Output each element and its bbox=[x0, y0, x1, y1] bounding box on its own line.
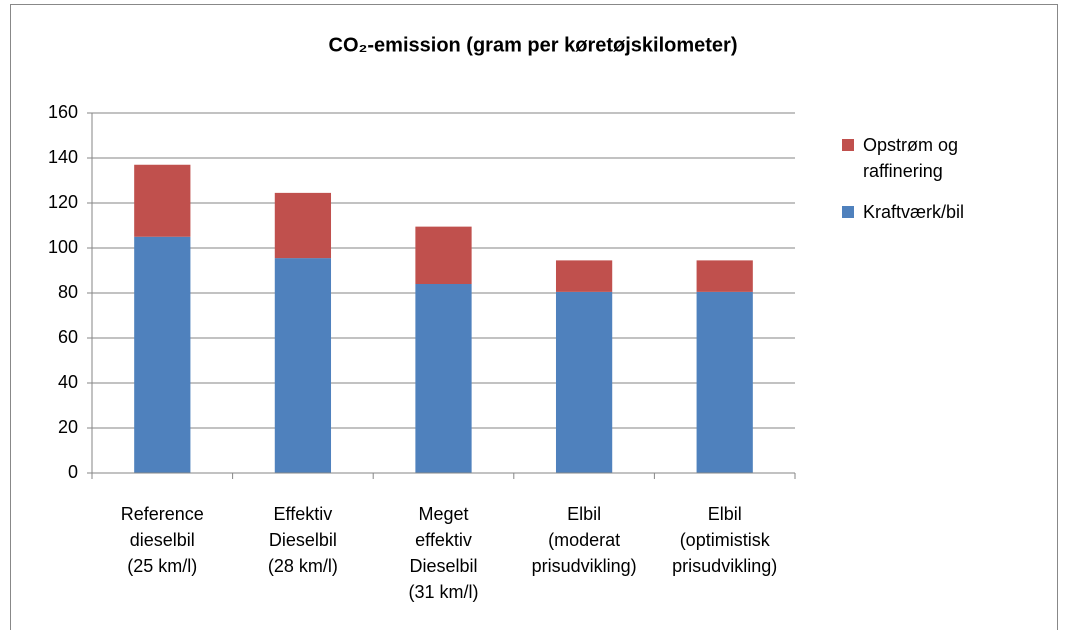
legend-label: Kraftværk/bil bbox=[863, 202, 964, 222]
x-tick-label: dieselbil bbox=[130, 530, 195, 550]
bar-segment bbox=[275, 258, 331, 473]
bar-segment bbox=[134, 237, 190, 473]
legend-swatch bbox=[842, 139, 854, 151]
x-tick-label: (25 km/l) bbox=[127, 556, 197, 576]
x-tick-label: (28 km/l) bbox=[268, 556, 338, 576]
legend-item: Kraftværk/bil bbox=[842, 199, 1012, 225]
x-tick-label: Dieselbil bbox=[269, 530, 337, 550]
x-tick-label: (optimistisk bbox=[680, 530, 771, 550]
y-tick-label: 160 bbox=[48, 102, 78, 122]
x-tick-label: prisudvikling) bbox=[672, 556, 777, 576]
y-tick-label: 60 bbox=[58, 327, 78, 347]
x-tick-label: Meget bbox=[418, 504, 468, 524]
x-tick-label: (31 km/l) bbox=[408, 582, 478, 602]
y-tick-label: 20 bbox=[58, 417, 78, 437]
bar-segment bbox=[134, 165, 190, 237]
y-tick-label: 120 bbox=[48, 192, 78, 212]
legend-swatch bbox=[842, 206, 854, 218]
x-tick-label: effektiv bbox=[415, 530, 472, 550]
y-tick-label: 40 bbox=[58, 372, 78, 392]
legend: Opstrøm og raffinering Kraftværk/bil bbox=[842, 132, 1012, 240]
y-tick-label: 100 bbox=[48, 237, 78, 257]
x-tick-label: (moderat bbox=[548, 530, 620, 550]
legend-label: Opstrøm og raffinering bbox=[863, 135, 958, 181]
bar-segment bbox=[275, 193, 331, 258]
bar-segment bbox=[556, 260, 612, 292]
x-tick-label: Elbil bbox=[708, 504, 742, 524]
bar-segment bbox=[556, 292, 612, 473]
x-tick-label: prisudvikling) bbox=[532, 556, 637, 576]
x-tick-label: Dieselbil bbox=[409, 556, 477, 576]
chart-title: CO₂-emission (gram per køretøjskilometer… bbox=[329, 34, 738, 56]
x-tick-label: Elbil bbox=[567, 504, 601, 524]
bar-segment bbox=[415, 227, 471, 284]
y-tick-label: 140 bbox=[48, 147, 78, 167]
bar-segment bbox=[415, 284, 471, 473]
legend-item: Opstrøm og raffinering bbox=[842, 132, 1012, 184]
y-tick-label: 0 bbox=[68, 462, 78, 482]
x-tick-label: Reference bbox=[121, 504, 204, 524]
bar-segment bbox=[697, 292, 753, 473]
x-tick-label: Effektiv bbox=[274, 504, 333, 524]
bar-segment bbox=[697, 260, 753, 292]
y-tick-label: 80 bbox=[58, 282, 78, 302]
